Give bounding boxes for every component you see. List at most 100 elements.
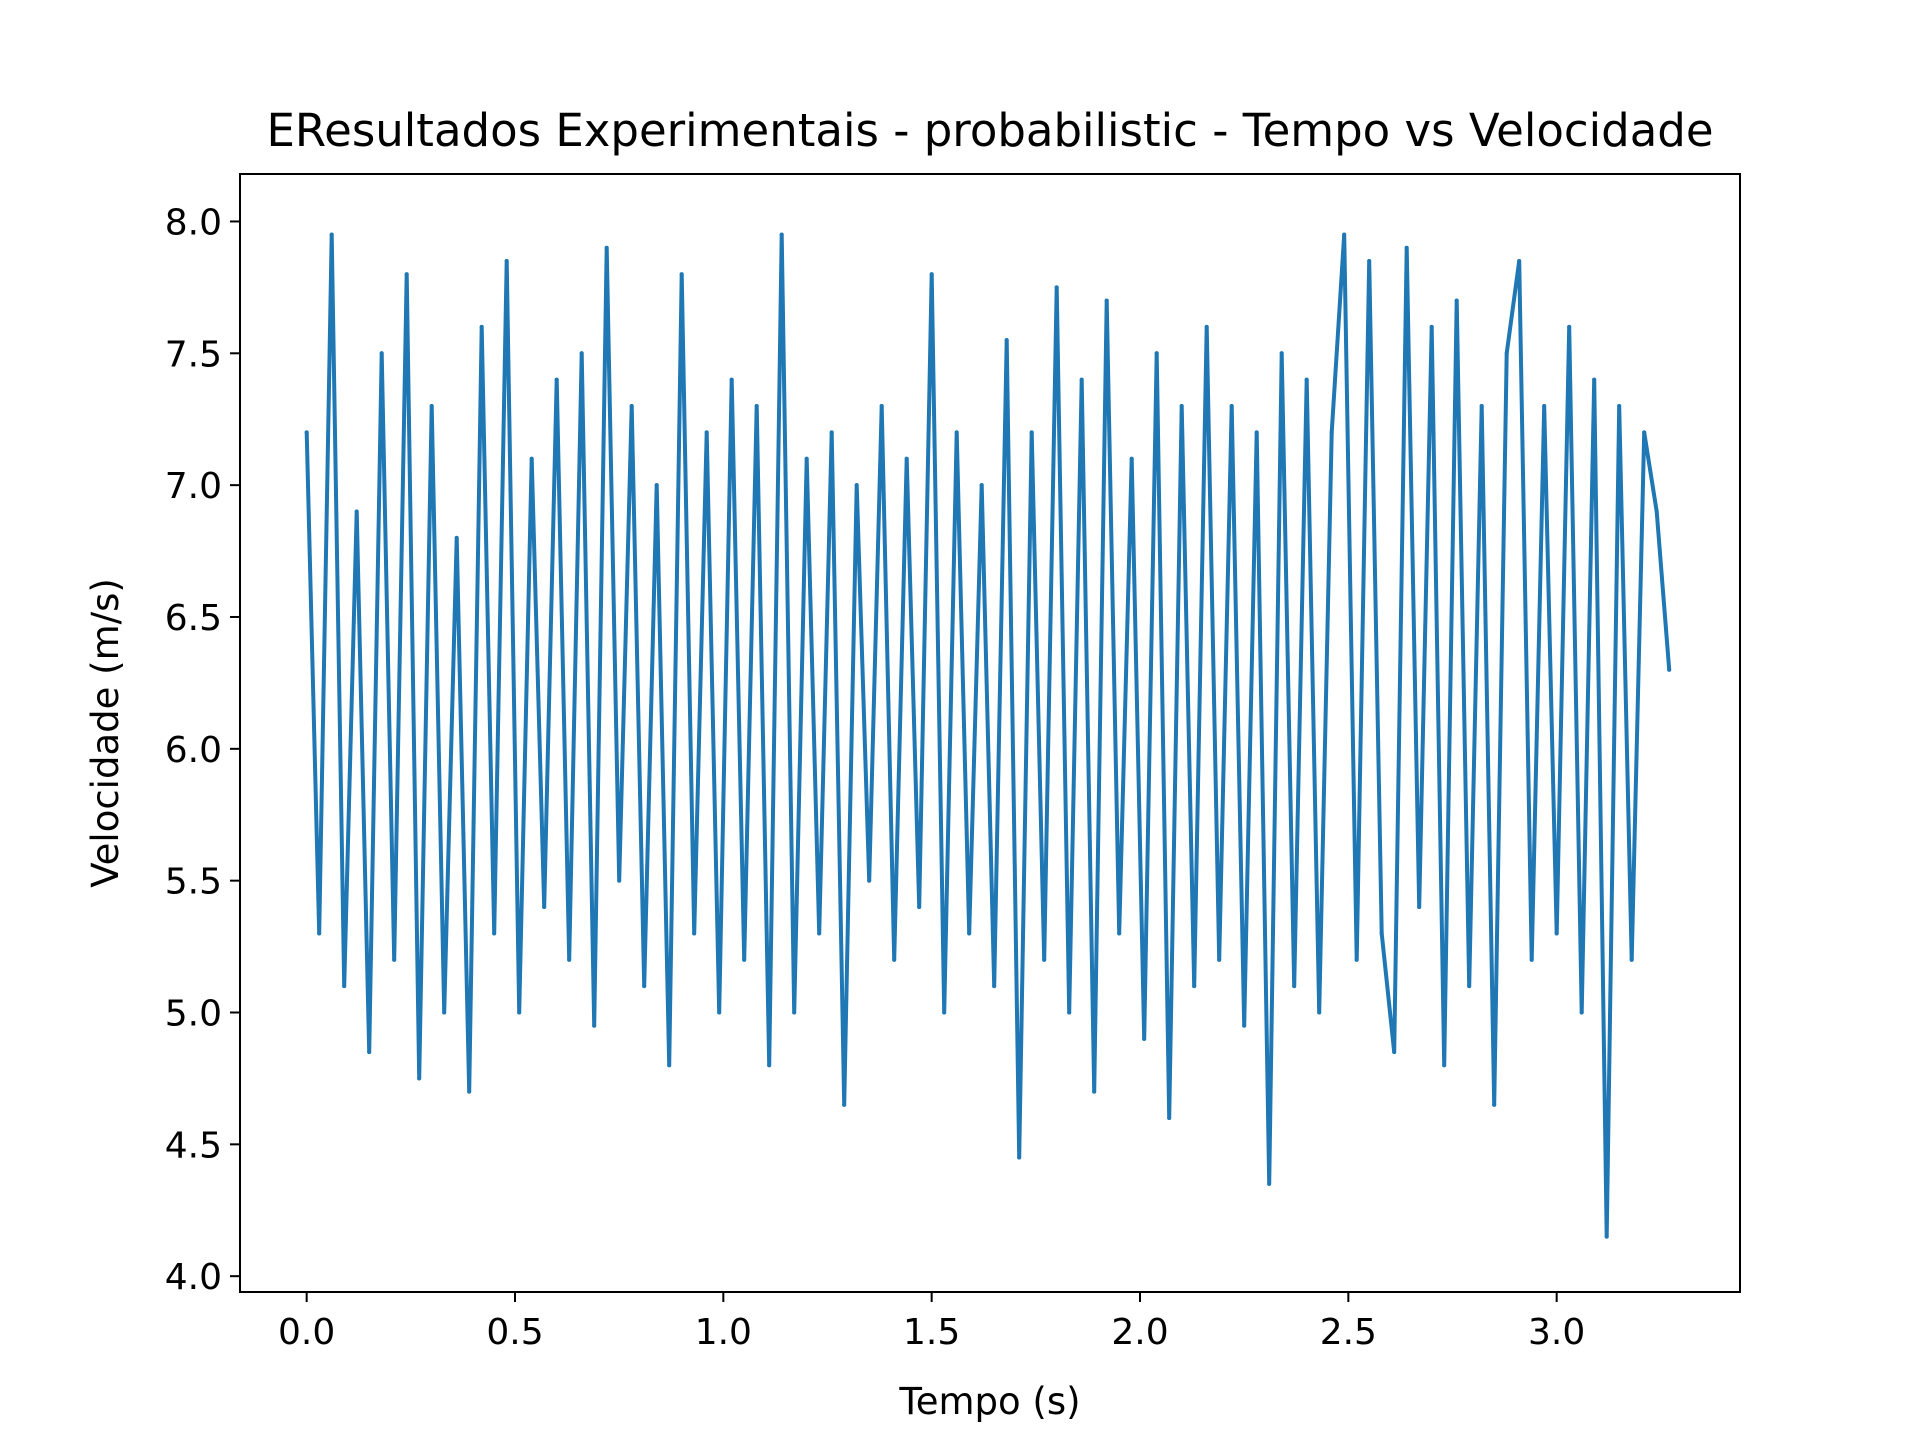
data-point [604,245,609,250]
y-tick-label: 6.0 [165,730,222,771]
data-point [1554,931,1559,936]
data-point [1392,1050,1397,1055]
data-point [879,404,884,409]
data-point [354,509,359,514]
y-axis: 4.0 4.5 5.0 5.5 6.0 6.5 7.0 7.5 8.0 [165,202,240,1298]
data-point [817,931,822,936]
data-point [1129,456,1134,461]
data-point [1592,377,1597,382]
data-point [1117,931,1122,936]
data-point [1667,667,1672,672]
data-point [1354,957,1359,962]
data-point [1479,404,1484,409]
data-point [1542,404,1547,409]
data-point [629,404,634,409]
y-tick-label: 8.0 [165,202,222,243]
y-tick-label: 4.5 [165,1125,222,1166]
data-point [1229,404,1234,409]
data-point [617,878,622,883]
y-tick-label: 7.5 [165,334,222,375]
y-tick-label: 5.0 [165,994,222,1035]
data-point [1404,245,1409,250]
data-point [1042,957,1047,962]
data-point [854,483,859,488]
data-point [1192,984,1197,989]
data-point [1004,338,1009,343]
y-tick-label: 4.0 [165,1257,222,1298]
data-point [679,272,684,277]
data-point [567,957,572,962]
data-point [1154,351,1159,356]
data-point [692,931,697,936]
data-point [654,483,659,488]
y-axis-label: Velocidade (m/s) [84,578,127,888]
data-point [1492,1102,1497,1107]
data-point [717,1010,722,1015]
x-tick-label: 2.5 [1320,1312,1377,1353]
data-point [592,1023,597,1028]
data-point [304,430,309,435]
data-point [1367,259,1372,264]
plot-frame [239,173,1741,1293]
data-point [1442,1063,1447,1068]
data-point [404,272,409,277]
data-point [392,957,397,962]
data-point [1517,259,1522,264]
data-point [1142,1036,1147,1041]
data-point [904,456,909,461]
data-point [992,984,997,989]
data-point [1167,1115,1172,1120]
data-point [842,1102,847,1107]
data-point [1029,430,1034,435]
data-point [379,351,384,356]
data-point [892,957,897,962]
data-point [1454,298,1459,303]
x-tick-label: 1.0 [695,1312,752,1353]
data-point [1504,351,1509,356]
data-point [1054,285,1059,290]
x-axis-label: Tempo (s) [898,1380,1080,1423]
x-tick-label: 0.5 [486,1312,543,1353]
data-point [1467,984,1472,989]
data-point [979,483,984,488]
data-point [1292,984,1297,989]
data-point [1417,905,1422,910]
data-point [492,931,497,936]
data-point [329,232,334,237]
y-tick-label: 6.5 [165,598,222,639]
x-tick-label: 3.0 [1528,1312,1585,1353]
x-tick-label: 2.0 [1111,1312,1168,1353]
data-point [729,377,734,382]
data-point [504,259,509,264]
data-point [479,324,484,329]
data-point [1379,931,1384,936]
data-point [967,931,972,936]
data-point [804,456,809,461]
data-point [1204,324,1209,329]
data-point [1329,430,1334,435]
data-point [342,984,347,989]
data-point [367,1050,372,1055]
data-point [1317,1010,1322,1015]
data-point [1342,232,1347,237]
data-point [742,957,747,962]
y-tick-label: 7.0 [165,466,222,507]
data-point [929,272,934,277]
data-point [1567,324,1572,329]
x-axis: 0.0 0.5 1.0 1.5 2.0 2.5 3.0 [278,1292,1585,1353]
data-point [1642,430,1647,435]
data-point [779,232,784,237]
chart-title: EResultados Experimentais - probabilisti… [266,104,1713,157]
data-point [417,1076,422,1081]
data-point [1617,404,1622,409]
y-tick-label: 5.5 [165,862,222,903]
data-point [317,931,322,936]
data-point [542,905,547,910]
data-point [954,430,959,435]
data-point [579,351,584,356]
data-point [1217,957,1222,962]
data-point [1267,1181,1272,1186]
data-point [704,430,709,435]
data-point [1579,1010,1584,1015]
